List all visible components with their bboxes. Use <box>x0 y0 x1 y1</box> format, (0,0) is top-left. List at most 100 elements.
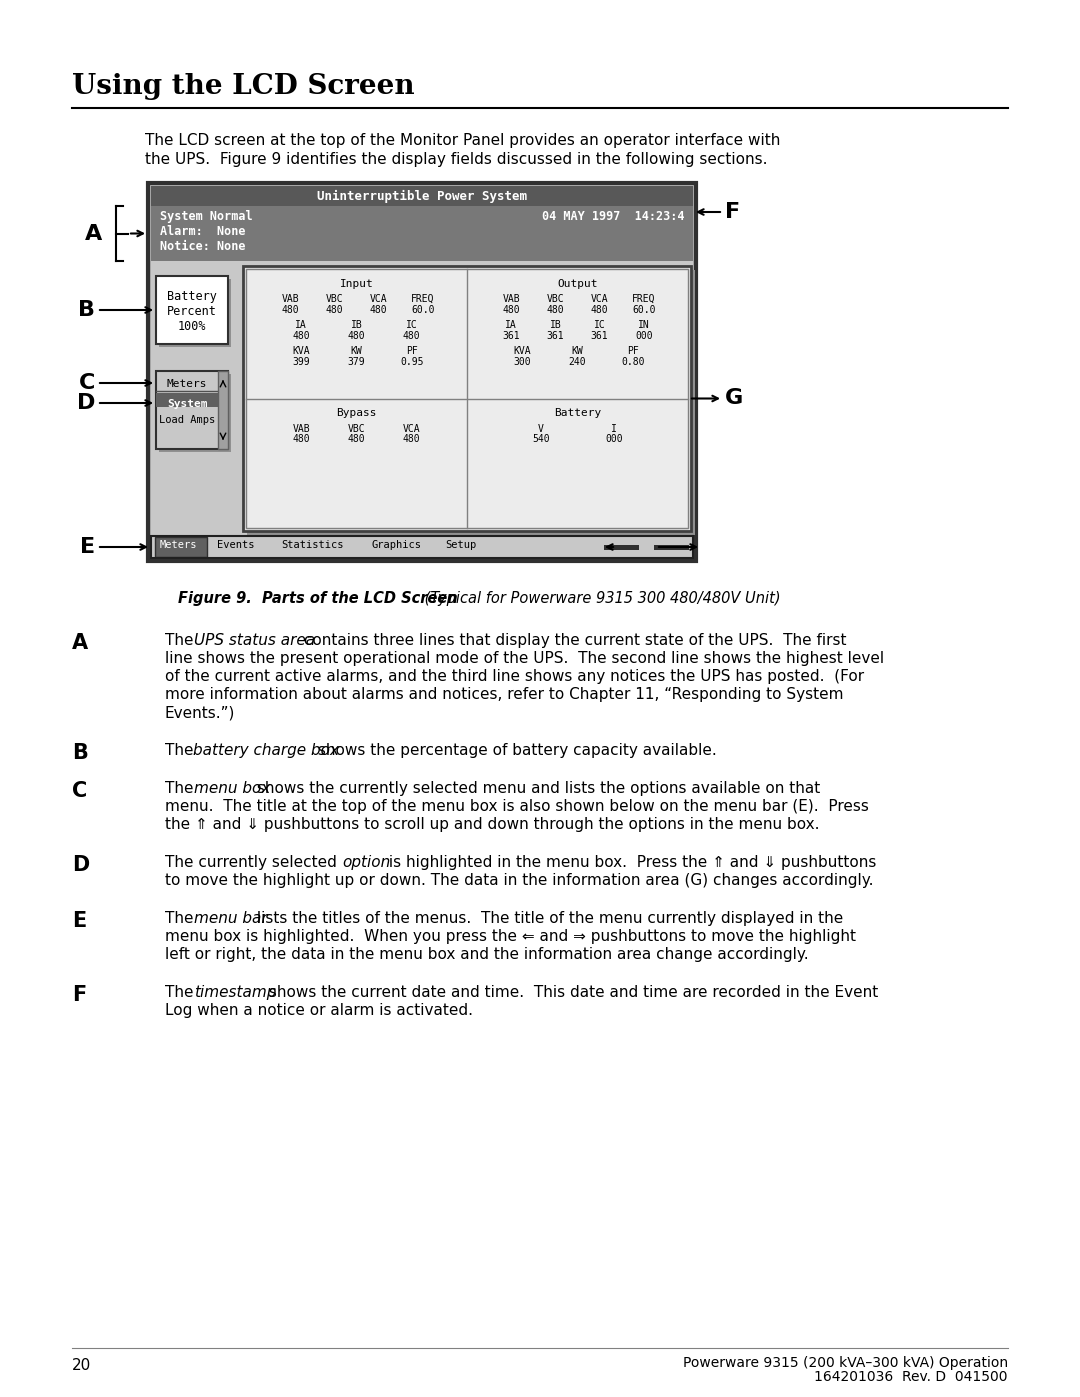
Bar <box>218 372 228 448</box>
Text: 480: 480 <box>403 434 420 444</box>
Text: E: E <box>72 911 86 930</box>
Bar <box>243 265 691 531</box>
Text: 164201036  Rev. D  041500: 164201036 Rev. D 041500 <box>814 1370 1008 1384</box>
Text: Events: Events <box>217 541 255 550</box>
Text: VCA: VCA <box>369 293 388 305</box>
Text: the UPS.  Figure 9 identifies the display fields discussed in the following sect: the UPS. Figure 9 identifies the display… <box>145 152 768 168</box>
Text: shows the currently selected menu and lists the options available on that: shows the currently selected menu and li… <box>252 781 820 796</box>
Text: battery charge box: battery charge box <box>193 743 339 759</box>
Text: (Typical for Powerware 9315 300 480/480V Unit): (Typical for Powerware 9315 300 480/480V… <box>420 591 781 606</box>
Text: 480: 480 <box>348 331 365 341</box>
Bar <box>151 261 693 536</box>
Bar <box>156 536 207 557</box>
Text: 480: 480 <box>282 305 299 314</box>
Text: of the current active alarms, and the third line shows any notices the UPS has p: of the current active alarms, and the th… <box>165 669 864 685</box>
Text: Using the LCD Screen: Using the LCD Screen <box>72 73 415 101</box>
Text: 480: 480 <box>348 434 365 444</box>
Text: Notice: None: Notice: None <box>160 240 245 253</box>
Text: 60.0: 60.0 <box>411 305 434 314</box>
Text: Figure 9.  Parts of the LCD Screen: Figure 9. Parts of the LCD Screen <box>178 591 458 606</box>
Text: A: A <box>84 224 102 243</box>
Bar <box>148 183 696 562</box>
Bar <box>151 536 693 557</box>
Text: F: F <box>72 985 86 1004</box>
Text: B: B <box>72 743 87 763</box>
Text: 480: 480 <box>293 434 310 444</box>
Text: Battery: Battery <box>167 291 217 303</box>
Bar <box>159 279 231 346</box>
Text: IC: IC <box>594 320 606 330</box>
Text: 000: 000 <box>606 434 623 444</box>
Text: KVA: KVA <box>293 346 310 356</box>
Text: VAB: VAB <box>502 293 519 305</box>
Bar <box>654 545 689 550</box>
Text: contains three lines that display the current state of the UPS.  The first: contains three lines that display the cu… <box>299 633 847 648</box>
Text: FREQ: FREQ <box>632 293 656 305</box>
Text: Meters: Meters <box>166 379 207 388</box>
Text: I: I <box>611 423 618 433</box>
Text: Battery: Battery <box>554 408 602 419</box>
Text: 480: 480 <box>546 305 564 314</box>
Text: IB: IB <box>351 320 363 330</box>
Text: F: F <box>725 203 740 222</box>
Text: Output: Output <box>557 279 597 289</box>
Text: The: The <box>165 743 199 759</box>
Text: shows the percentage of battery capacity available.: shows the percentage of battery capacity… <box>313 743 717 759</box>
Text: The: The <box>165 633 199 648</box>
Text: Load Amps: Load Amps <box>159 415 215 425</box>
Text: G: G <box>725 388 743 408</box>
Text: 480: 480 <box>293 331 310 341</box>
Text: The: The <box>165 985 199 1000</box>
Text: Graphics: Graphics <box>372 541 422 550</box>
Text: shows the current date and time.  This date and time are recorded in the Event: shows the current date and time. This da… <box>264 985 878 1000</box>
Bar <box>156 277 228 344</box>
Text: 361: 361 <box>591 331 608 341</box>
Bar <box>151 536 693 557</box>
Text: VAB: VAB <box>282 293 299 305</box>
Text: D: D <box>72 855 90 875</box>
Text: line shows the present operational mode of the UPS.  The second line shows the h: line shows the present operational mode … <box>165 651 885 666</box>
Text: PF: PF <box>626 346 638 356</box>
Text: Log when a notice or alarm is activated.: Log when a notice or alarm is activated. <box>165 1003 473 1018</box>
Text: VBC: VBC <box>325 293 343 305</box>
Text: VBC: VBC <box>348 423 365 433</box>
Text: Powerware 9315 (200 kVA–300 kVA) Operation: Powerware 9315 (200 kVA–300 kVA) Operati… <box>683 1356 1008 1370</box>
Text: System: System <box>166 400 207 409</box>
Text: VAB: VAB <box>293 423 310 433</box>
Text: menu box: menu box <box>194 781 270 796</box>
Text: KW: KW <box>571 346 583 356</box>
Text: Statistics: Statistics <box>281 541 343 550</box>
Text: to move the highlight up or down. The data in the information area (G) changes a: to move the highlight up or down. The da… <box>165 873 874 888</box>
Bar <box>246 270 688 528</box>
Text: menu bar: menu bar <box>194 911 268 926</box>
Text: 480: 480 <box>325 305 343 314</box>
Bar <box>151 186 693 205</box>
Text: System Normal: System Normal <box>160 210 253 224</box>
Text: KVA: KVA <box>513 346 531 356</box>
Text: menu.  The title at the top of the menu box is also shown below on the menu bar : menu. The title at the top of the menu b… <box>165 799 869 814</box>
Text: Percent: Percent <box>167 305 217 319</box>
Text: 240: 240 <box>569 358 586 367</box>
Text: D: D <box>77 393 95 414</box>
Text: 361: 361 <box>546 331 564 341</box>
Text: Bypass: Bypass <box>336 408 377 419</box>
Text: 04 MAY 1997  14:23:4: 04 MAY 1997 14:23:4 <box>541 210 684 224</box>
Text: more information about alarms and notices, refer to Chapter 11, “Responding to S: more information about alarms and notice… <box>165 687 843 703</box>
Text: 480: 480 <box>591 305 608 314</box>
Text: Input: Input <box>339 279 374 289</box>
Text: 60.0: 60.0 <box>632 305 656 314</box>
Text: VBC: VBC <box>546 293 564 305</box>
Text: VCA: VCA <box>591 293 608 305</box>
Text: 0.80: 0.80 <box>621 358 645 367</box>
Text: 100%: 100% <box>178 320 206 332</box>
Text: C: C <box>79 373 95 393</box>
Text: menu box is highlighted.  When you press the ⇐ and ⇒ pushbuttons to move the hig: menu box is highlighted. When you press … <box>165 929 856 944</box>
Text: B: B <box>78 300 95 320</box>
Text: the ⇑ and ⇓ pushbuttons to scroll up and down through the options in the menu bo: the ⇑ and ⇓ pushbuttons to scroll up and… <box>165 817 820 833</box>
Text: IA: IA <box>505 320 517 330</box>
Text: option: option <box>342 855 390 870</box>
Text: left or right, the data in the menu box and the information area change accordin: left or right, the data in the menu box … <box>165 947 809 963</box>
Text: 480: 480 <box>403 331 420 341</box>
Text: 20: 20 <box>72 1358 91 1373</box>
Text: 480: 480 <box>502 305 519 314</box>
